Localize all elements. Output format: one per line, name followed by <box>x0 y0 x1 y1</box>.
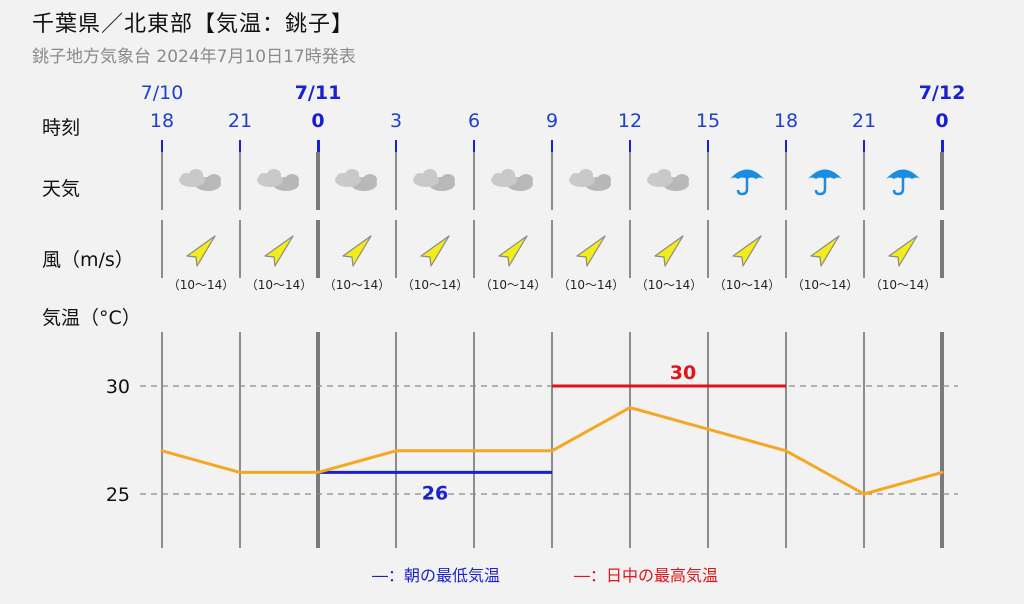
temperature-point <box>706 427 710 431</box>
legend-min-temp: ―：朝の最低気温 <box>372 566 501 585</box>
hour-label: 9 <box>545 110 559 132</box>
hour-label: 15 <box>695 110 721 132</box>
wind-speed-label: （10〜14） <box>635 278 703 292</box>
cloud-icon <box>410 168 460 198</box>
temperature-point <box>472 449 476 453</box>
cloud-icon <box>332 168 382 198</box>
row-label-wind: 風（m/s） <box>42 249 134 271</box>
wind-speed-label: （10〜14） <box>557 278 625 292</box>
wind-speed-label: （10〜14） <box>401 278 469 292</box>
temperature-point <box>784 449 788 453</box>
hour-label: 18 <box>773 110 799 132</box>
date-label: 7/11 <box>294 82 342 104</box>
temperature-point <box>316 470 320 474</box>
wind-speed-label: （10〜14） <box>479 278 547 292</box>
min-temp-label: 26 <box>422 482 448 504</box>
wind-speed-label: （10〜14） <box>167 278 235 292</box>
wind-arrow-icon <box>491 232 531 276</box>
hour-label: 0 <box>311 110 325 132</box>
hour-tick <box>395 140 397 152</box>
row-label-weather: 天気 <box>42 178 81 200</box>
hour-tick <box>707 140 709 152</box>
temperature-point <box>394 449 398 453</box>
page-title: 千葉県／北東部【気温：銚子】 <box>32 12 355 37</box>
hour-tick <box>473 140 475 152</box>
wind-arrow-icon <box>803 232 843 276</box>
row-label-time: 時刻 <box>42 117 81 139</box>
wind-speed-label: （10〜14） <box>323 278 391 292</box>
hour-tick <box>940 140 944 152</box>
wind-arrow-icon <box>413 232 453 276</box>
wind-arrow-icon <box>881 232 921 276</box>
date-label: 7/10 <box>140 82 184 104</box>
hour-label: 21 <box>851 110 877 132</box>
wind-arrow-icon <box>725 232 765 276</box>
hour-tick <box>239 140 241 152</box>
wind-arrow-icon <box>257 232 297 276</box>
temperature-point <box>628 406 632 410</box>
cloud-icon <box>566 168 616 198</box>
wind-arrow-icon <box>569 232 609 276</box>
hour-label: 3 <box>389 110 403 132</box>
hour-label: 12 <box>617 110 643 132</box>
y-tick-label: 30 <box>106 376 130 398</box>
hour-label: 0 <box>935 110 949 132</box>
wind-speed-label: （10〜14） <box>713 278 781 292</box>
hour-tick <box>785 140 787 152</box>
wind-arrow-icon <box>647 232 687 276</box>
cloud-icon <box>644 168 694 198</box>
wind-speed-label: （10〜14） <box>791 278 859 292</box>
hour-label: 6 <box>467 110 481 132</box>
y-tick-label: 25 <box>106 484 130 506</box>
cloud-icon <box>254 168 304 198</box>
hour-label: 21 <box>227 110 253 132</box>
max-temp-label: 30 <box>670 362 696 384</box>
umbrella-icon <box>883 164 923 200</box>
temperature-point <box>238 470 242 474</box>
hour-tick <box>629 140 631 152</box>
wind-arrow-icon <box>335 232 375 276</box>
hour-tick <box>316 140 320 152</box>
umbrella-icon <box>805 164 845 200</box>
hour-tick <box>863 140 865 152</box>
cloud-icon <box>176 168 226 198</box>
wind-speed-label: （10〜14） <box>245 278 313 292</box>
temperature-point <box>550 449 554 453</box>
hour-tick <box>161 140 163 152</box>
temperature-point <box>862 492 866 496</box>
cloud-icon <box>488 168 538 198</box>
hour-label: 18 <box>149 110 175 132</box>
umbrella-icon <box>727 164 767 200</box>
issued-by-subtitle: 銚子地方気象台 2024年7月10日17時発表 <box>32 47 356 67</box>
row-label-temperature: 気温（°C） <box>42 307 141 329</box>
temperature-point <box>160 449 164 453</box>
legend-max-temp: ―：日中の最高気温 <box>574 566 719 585</box>
date-label: 7/12 <box>918 82 966 104</box>
wind-speed-label: （10〜14） <box>869 278 937 292</box>
temperature-point <box>940 470 944 474</box>
wind-arrow-icon <box>179 232 219 276</box>
hour-tick <box>551 140 553 152</box>
